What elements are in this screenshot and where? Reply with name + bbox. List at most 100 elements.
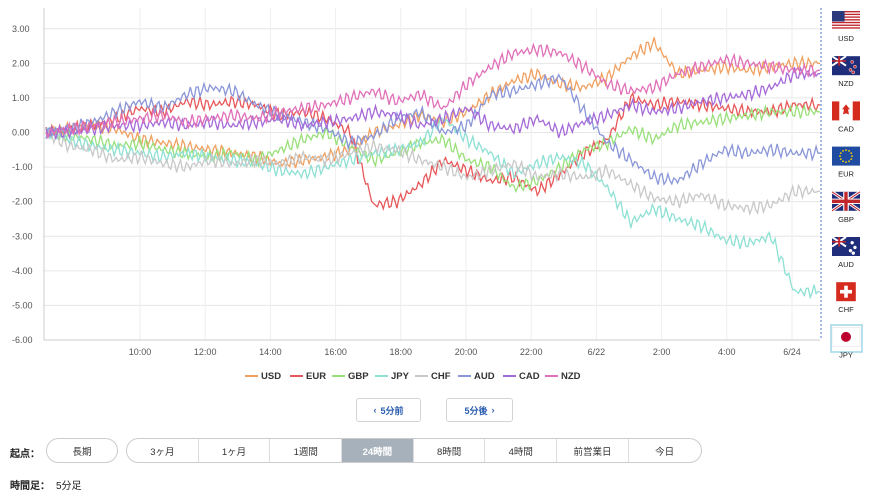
x-tick-label: 18:00: [390, 347, 413, 357]
next-5min-button[interactable]: 5分後 ›: [446, 398, 513, 422]
eu-star: [845, 161, 847, 164]
x-tick-label: 6/24: [783, 347, 801, 357]
period-option[interactable]: 8時間: [414, 439, 486, 462]
us-stripe: [832, 24, 860, 26]
us-stripe: [832, 21, 860, 24]
x-tick-label: 6/22: [588, 347, 606, 357]
period-option[interactable]: 4時間: [485, 439, 558, 462]
period-options: 3ヶ月 1ヶ月 1週間 24時間 8時間 4時間 前営業日 今日: [126, 438, 702, 463]
y-axis-ticks: 3.00 2.00 1.00 0.00 -1.00 -2.00 -3.00 -4.00 -5.0…: [12, 24, 33, 345]
y-tick-label: 0.00: [12, 128, 30, 138]
star: [851, 70, 856, 75]
ch-cross: [840, 289, 852, 294]
flag-button-jpy[interactable]: JPY: [830, 324, 863, 359]
eu-star: [851, 155, 853, 158]
flag-bg: [832, 146, 860, 166]
legend-label-cad: CAD: [519, 371, 540, 382]
period-option[interactable]: 3ヶ月: [127, 439, 199, 462]
star: [848, 248, 853, 253]
y-tick-label: 1.00: [12, 93, 30, 103]
eu-star: [842, 160, 844, 163]
us-stripe: [832, 11, 860, 13]
flag-label-eur: EUR: [838, 170, 854, 179]
x-tick-label: 10:00: [129, 347, 152, 357]
period-label: 起点：: [10, 449, 40, 460]
eu-star: [842, 150, 844, 152]
period-option[interactable]: 1ヶ月: [199, 439, 271, 462]
flag-button-nzd[interactable]: NZD: [831, 55, 860, 88]
series-line-gbp: [45, 103, 820, 194]
eu-star: [848, 160, 850, 163]
currency-strength-chart: 3.00 2.00 1.00 0.00 -1.00 -2.00 -3.00 -4.00 -5.0…: [12, 8, 863, 382]
us-stripe: [832, 19, 860, 21]
y-tick-label: -2.00: [12, 197, 33, 207]
timeframe-value: 5分足: [56, 481, 82, 492]
legend-label-jpy: JPY: [391, 371, 410, 382]
flag-label-cad: CAD: [838, 124, 854, 133]
legend-label-eur: EUR: [306, 371, 326, 382]
eu-star: [850, 158, 853, 161]
flag-button-chf[interactable]: CHF: [836, 282, 856, 314]
y-tick-label: -3.00: [12, 231, 33, 241]
x-tick-label: 20:00: [455, 347, 478, 357]
eu-star: [850, 152, 853, 155]
y-tick-label: -4.00: [12, 266, 33, 276]
x-axis-ticks: 10:00 12:00 14:00 16:00 18:00 20:00 22:00 6/22 2…: [129, 347, 801, 357]
nz-flag-icon: [831, 55, 860, 76]
series-line-aud: [45, 73, 820, 186]
period-option[interactable]: 1週間: [270, 439, 343, 462]
period-option[interactable]: 今日: [655, 446, 675, 458]
chevron-left-icon: ‹: [373, 405, 377, 415]
star: [848, 68, 853, 72]
flag-label-aud: AUD: [838, 260, 854, 269]
jp-flag-icon: [831, 327, 861, 347]
period-option[interactable]: 前営業日: [557, 439, 629, 462]
timeframe-label: 時間足：: [10, 481, 50, 492]
us-canton: [832, 11, 845, 22]
flag-legend: USD NZD CAD EUR GBP AUD CHF JPY: [830, 11, 863, 359]
star: [853, 245, 857, 250]
flag-label-chf: CHF: [838, 305, 854, 314]
flag-button-aud[interactable]: AUD: [831, 236, 860, 269]
x-tick-label: 14:00: [259, 347, 282, 357]
us-flag-icon: [832, 11, 860, 29]
us-stripe: [832, 16, 860, 18]
star: [851, 251, 856, 255]
x-tick-label: 16:00: [324, 347, 347, 357]
legend-label-aud: AUD: [474, 371, 495, 382]
ch-flag-icon: [836, 282, 856, 302]
series-lines: [45, 37, 820, 300]
series-line-nzd: [45, 42, 820, 140]
y-tick-label: -1.00: [12, 162, 33, 172]
flag-button-gbp[interactable]: GBP: [831, 190, 861, 224]
union-cross: [832, 240, 846, 243]
y-tick-label: -6.00: [12, 335, 33, 345]
eu-star: [848, 150, 850, 152]
period-long-button[interactable]: 長期: [46, 438, 118, 463]
selected-flag-frame: [830, 324, 863, 353]
au-flag-icon: [831, 236, 860, 256]
prev-5min-button[interactable]: ‹ 5分前: [356, 398, 421, 422]
flag-label-usd: USD: [838, 34, 854, 43]
flag-button-cad[interactable]: CAD: [832, 101, 860, 133]
gb-flag-icon: [831, 190, 861, 213]
flag-button-usd[interactable]: USD: [832, 11, 860, 43]
flag-label-gbp: GBP: [838, 215, 854, 224]
legend-label-gbp: GBP: [348, 371, 369, 382]
period-option[interactable]: 24時間: [342, 439, 414, 462]
chevron-right-icon: ›: [491, 405, 495, 415]
flag-button-eur[interactable]: EUR: [832, 146, 860, 179]
ca-flag-icon: [832, 101, 860, 121]
star: [850, 240, 854, 245]
flag-label-nzd: NZD: [838, 79, 854, 88]
x-tick-label: 12:00: [194, 347, 217, 357]
star: [853, 64, 857, 69]
flag-label-jpy: JPY: [839, 350, 853, 359]
y-tick-label: -5.00: [12, 300, 33, 310]
maple-leaf: [842, 104, 850, 115]
jp-sun: [841, 331, 851, 342]
next-5min-label: 5分後: [464, 405, 488, 416]
eu-flag-icon: [832, 146, 860, 166]
legend-label-chf: CHF: [431, 371, 451, 382]
prev-5min-label: 5分前: [380, 405, 404, 416]
